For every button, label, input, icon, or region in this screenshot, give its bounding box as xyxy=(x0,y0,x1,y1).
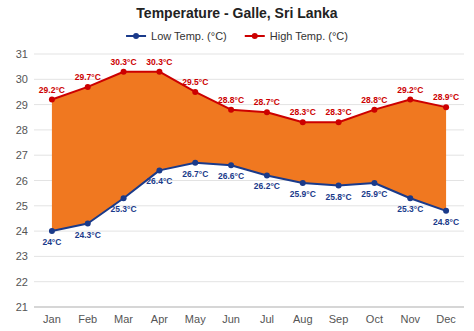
data-label: 29.5°C xyxy=(182,77,208,87)
point xyxy=(407,195,413,201)
x-tick-label: Jul xyxy=(260,313,274,325)
y-tick-label: 22 xyxy=(16,276,28,288)
y-tick-label: 31 xyxy=(16,48,28,60)
point xyxy=(264,109,270,115)
point xyxy=(85,84,91,90)
y-tick-label: 27 xyxy=(16,149,28,161)
point xyxy=(300,119,306,125)
point xyxy=(228,107,234,113)
point xyxy=(264,172,270,178)
data-label: 28.8°C xyxy=(218,95,244,105)
point xyxy=(300,180,306,186)
data-labels: 29.2°C 29.7°C 30.3°C 30.3°C 29.5°C 28.8°C 28.7… xyxy=(39,57,459,247)
x-tick-label: Apr xyxy=(151,313,168,325)
chart-container: Temperature - Galle, Sri Lanka 21 22 23 24 25… xyxy=(0,0,474,331)
plot-area xyxy=(49,69,449,234)
title: Temperature - Galle, Sri Lanka xyxy=(136,5,337,21)
data-label: 26.2°C xyxy=(254,181,280,191)
point xyxy=(443,104,449,110)
data-label: 26.4°C xyxy=(146,176,172,186)
point xyxy=(156,69,162,75)
legend-marker xyxy=(133,33,139,39)
point xyxy=(192,160,198,166)
point xyxy=(49,228,55,234)
data-label: 30.3°C xyxy=(111,57,137,67)
point xyxy=(121,69,127,75)
x-tick-label: Aug xyxy=(293,313,313,325)
legend-item: Low Temp. (°C) xyxy=(126,30,227,42)
grid xyxy=(34,54,464,307)
x-tick-label: Jan xyxy=(43,313,61,325)
x-tick-label: Oct xyxy=(366,313,383,325)
point xyxy=(371,180,377,186)
data-label: 25.8°C xyxy=(326,192,352,202)
data-label: 28.7°C xyxy=(254,97,280,107)
data-label: 24.3°C xyxy=(75,230,101,240)
x-tick-label: May xyxy=(185,313,206,325)
y-tick-label: 30 xyxy=(16,73,28,85)
point xyxy=(228,162,234,168)
legend: Low Temp. (°C) High Temp. (°C) xyxy=(126,30,348,42)
data-label: 28.9°C xyxy=(433,92,459,102)
series-line xyxy=(52,163,446,231)
y-tick-label: 21 xyxy=(16,301,28,313)
point xyxy=(85,221,91,227)
data-label: 26.7°C xyxy=(182,169,208,179)
data-label: 29.2°C xyxy=(39,85,65,95)
x-tick-label: Jun xyxy=(222,313,240,325)
range-band xyxy=(52,72,446,231)
data-label: 25.3°C xyxy=(397,204,423,214)
y-tick-label: 26 xyxy=(16,175,28,187)
x-tick-label: Dec xyxy=(436,313,456,325)
point xyxy=(192,89,198,95)
y-tick-label: 24 xyxy=(16,225,28,237)
legend-marker xyxy=(252,33,258,39)
x-tick-label: Mar xyxy=(114,313,133,325)
data-label: 29.2°C xyxy=(397,85,423,95)
point xyxy=(156,167,162,173)
data-label: 26.6°C xyxy=(218,171,244,181)
y-tick-label: 29 xyxy=(16,99,28,111)
data-label: 28.3°C xyxy=(326,107,352,117)
point xyxy=(371,107,377,113)
y-tick-label: 23 xyxy=(16,250,28,262)
point xyxy=(407,97,413,103)
data-label: 25.9°C xyxy=(290,189,316,199)
legend-item: High Temp. (°C) xyxy=(245,30,348,42)
data-label: 28.3°C xyxy=(290,107,316,117)
point xyxy=(336,119,342,125)
legend-label: Low Temp. (°C) xyxy=(151,30,227,42)
legend-label: High Temp. (°C) xyxy=(270,30,348,42)
point xyxy=(49,97,55,103)
data-label: 24°C xyxy=(42,237,61,247)
data-label: 25.9°C xyxy=(361,189,387,199)
grid-line xyxy=(34,281,464,282)
x-tick-label: Nov xyxy=(400,313,420,325)
y-tick-label: 25 xyxy=(16,200,28,212)
grid-line xyxy=(34,54,464,55)
data-label: 24.8°C xyxy=(433,217,459,227)
chart: Temperature - Galle, Sri Lanka 21 22 23 24 25… xyxy=(0,0,474,331)
x-tick-label: Feb xyxy=(78,313,97,325)
series-line xyxy=(52,72,446,123)
point xyxy=(121,195,127,201)
point xyxy=(443,208,449,214)
y-tick-label: 28 xyxy=(16,124,28,136)
data-label: 30.3°C xyxy=(146,57,172,67)
x-axis-line xyxy=(34,307,464,308)
data-label: 29.7°C xyxy=(75,72,101,82)
grid-line xyxy=(34,307,464,308)
data-label: 25.3°C xyxy=(111,204,137,214)
grid-line xyxy=(34,256,464,257)
data-label: 28.8°C xyxy=(361,95,387,105)
x-tick-label: Sep xyxy=(329,313,349,325)
point xyxy=(336,183,342,189)
